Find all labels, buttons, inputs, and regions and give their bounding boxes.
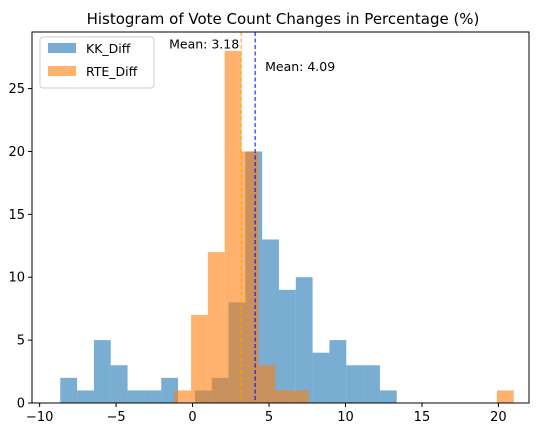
- bar-rte-diff-6: [275, 390, 292, 403]
- mean-label-kk: Mean: 4.09: [265, 59, 335, 74]
- x-tick-label: 15: [414, 410, 431, 425]
- x-axis: −10 −5 0 5 10 15 20: [26, 403, 507, 425]
- y-tick-label: 15: [8, 208, 25, 223]
- y-tick-label: 0: [17, 397, 25, 412]
- x-tick-label: 10: [337, 410, 354, 425]
- y-tick-label: 20: [8, 145, 25, 160]
- bar-rte-diff-5: [258, 365, 276, 403]
- legend-label-kk: KK_Diff: [86, 41, 131, 56]
- x-tick-label: 20: [490, 410, 507, 425]
- legend: KK_Diff RTE_Diff: [39, 36, 155, 89]
- y-tick-label: 10: [8, 271, 25, 286]
- bar-rte-diff-3: [224, 50, 242, 403]
- y-tick-label: 25: [8, 82, 25, 97]
- x-tick-label: 0: [188, 410, 196, 425]
- x-tick-label: 5: [265, 410, 273, 425]
- bar-kk-diff-12: [262, 239, 279, 403]
- x-tick-label: −10: [26, 410, 53, 425]
- legend-label-rte: RTE_Diff: [86, 64, 138, 79]
- y-tick-label: 5: [17, 334, 25, 349]
- bar-kk-diff-6: [161, 377, 179, 403]
- legend-swatch-rte: [48, 66, 76, 76]
- bar-kk-diff-0: [60, 377, 78, 403]
- bar-rte-diff-0: [174, 390, 192, 403]
- x-tick-label: −5: [107, 410, 126, 425]
- y-axis: 0 5 10 15 20 25: [8, 82, 32, 412]
- bar-kk-diff-13: [278, 289, 296, 403]
- mean-lines-layer: [240, 32, 256, 403]
- bar-kk-diff-3: [110, 365, 128, 403]
- legend-swatch-kk: [48, 43, 76, 53]
- bar-rte-diff-2: [207, 252, 225, 403]
- bar-rte-diff-7: [291, 390, 309, 403]
- bar-kk-diff-2: [93, 340, 111, 403]
- chart-title: Histogram of Vote Count Changes in Perce…: [87, 10, 480, 28]
- bar-kk-diff-18: [363, 365, 380, 403]
- bar-rte-diff-8: [496, 390, 514, 403]
- bar-kk-diff-5: [144, 390, 162, 403]
- plot-frame: [31, 31, 530, 404]
- bar-kk-diff-16: [329, 340, 347, 403]
- bar-kk-diff-14: [295, 277, 313, 403]
- bar-kk-diff-15: [312, 352, 330, 403]
- bars-layer: [60, 50, 514, 403]
- bar-kk-diff-4: [127, 390, 145, 403]
- bar-kk-diff-17: [346, 365, 364, 403]
- bar-kk-diff-1: [77, 390, 94, 403]
- mean-label-rte: Mean: 3.18: [169, 36, 239, 51]
- bar-rte-diff-4: [241, 151, 259, 403]
- mean-annotations: Mean: 3.18 Mean: 4.09: [169, 36, 335, 74]
- bar-kk-diff-19: [379, 390, 397, 403]
- bar-rte-diff-1: [191, 314, 208, 403]
